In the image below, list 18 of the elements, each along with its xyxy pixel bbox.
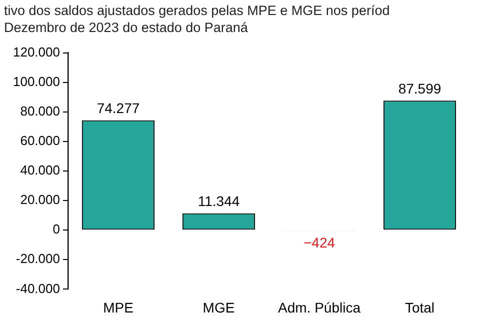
data-label: 87.599: [398, 80, 442, 97]
y-tick-label: 120.000: [12, 44, 60, 60]
y-tick-label: -20.000: [16, 251, 60, 266]
y-tick-label: 100.000: [12, 74, 60, 89]
y-tick-label: 0: [52, 222, 60, 237]
x-tick-label: Total: [404, 299, 435, 316]
y-tick-label: -40.000: [16, 280, 60, 296]
chart-title: tivo dos saldos ajustados gerados pelas MPE e MGE nos períod Dezembro de 2023 do estado do Paraná: [3, 2, 391, 37]
x-tick-label: MGE: [202, 299, 235, 316]
x-tick-label: MPE: [103, 299, 134, 316]
data-label: −424: [303, 234, 336, 251]
y-tick-label: 40.000: [20, 162, 60, 178]
y-tick-label: 20.000: [20, 192, 60, 208]
data-label: 11.344: [198, 193, 240, 210]
y-tick-label: 80.000: [20, 103, 60, 118]
x-tick-label: Adm. Pública: [278, 299, 361, 316]
data-label: 74.277: [96, 100, 140, 116]
y-tick-label: 60.000: [20, 133, 60, 148]
